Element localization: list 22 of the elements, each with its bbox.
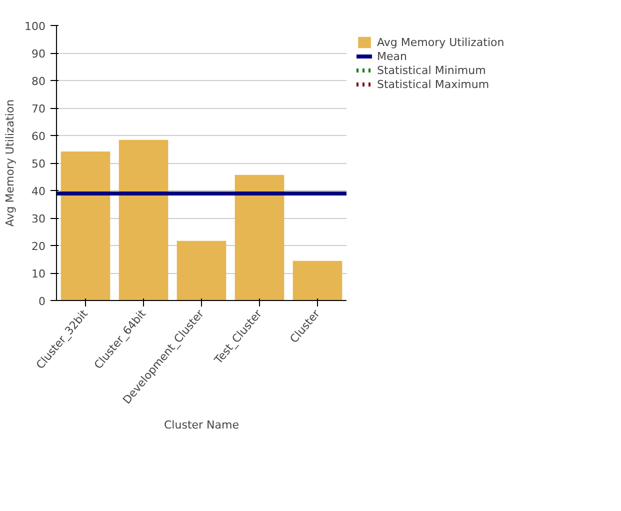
bar (176, 240, 226, 300)
y-tick-label: 100 (24, 20, 46, 33)
y-tick-label: 50 (32, 158, 46, 170)
y-tick-label: 40 (32, 185, 46, 198)
y-tick-label: 10 (32, 268, 46, 280)
y-tick-label: 30 (32, 212, 46, 226)
y-tick-label: 80 (32, 75, 46, 88)
legend-label: Avg Memory Utilization (377, 36, 504, 48)
y-tick-label: 20 (32, 240, 46, 253)
y-tick-label: 70 (32, 102, 46, 116)
y-tick-label: 0 (38, 295, 46, 308)
x-axis-title: Cluster Name (164, 418, 240, 432)
bar (292, 260, 342, 300)
bar (118, 140, 168, 300)
y-tick-label: 60 (32, 130, 46, 143)
y-axis-title: Avg Memory Utilization (4, 99, 17, 227)
text: Statistical Minimum (377, 64, 486, 76)
text: Statistical Maximum (377, 78, 490, 90)
bar (60, 151, 110, 300)
bar (234, 174, 284, 300)
legend-label: Mean (377, 50, 407, 62)
y-tick-label: 90 (32, 48, 46, 60)
